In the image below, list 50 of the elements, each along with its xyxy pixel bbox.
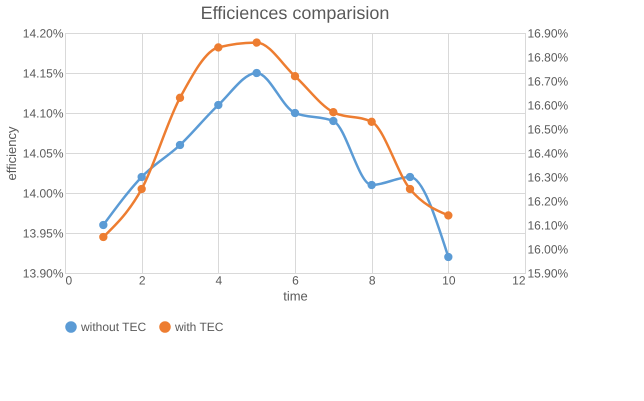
- point: [329, 116, 338, 126]
- legend-label: without TEC: [80, 320, 146, 334]
- x-tick-label: 8: [368, 274, 376, 288]
- y2-tick-label: 16.90%: [528, 26, 569, 40]
- point: [406, 172, 414, 182]
- x-tick-label: 2: [138, 274, 146, 288]
- y-tick-label: 13.90%: [22, 266, 64, 280]
- x-tick-label: 10: [442, 274, 456, 288]
- point: [290, 72, 300, 80]
- point: [367, 180, 376, 190]
- y-axis-title: efficiency: [4, 126, 19, 180]
- y2-tick-label: 16.30%: [528, 170, 569, 184]
- y2-tick-label: 16.50%: [528, 122, 569, 136]
- y2-tick-label: 15.90%: [528, 266, 569, 280]
- x-tick-label: 0: [66, 274, 72, 288]
- point: [290, 108, 300, 118]
- y-tick-label: 14.20%: [22, 26, 64, 40]
- point: [252, 68, 261, 78]
- point: [214, 100, 223, 110]
- chart-title: Efficiences comparision: [200, 3, 390, 23]
- y2-tick-label: 16.60%: [528, 98, 569, 112]
- point: [444, 252, 453, 262]
- y-tick-label: 13.95%: [22, 226, 64, 240]
- x-axis-title: time: [283, 288, 308, 304]
- point: [406, 184, 414, 194]
- point: [176, 94, 184, 102]
- y2-tick-label: 16.00%: [528, 242, 569, 256]
- y2-tick-label: 16.40%: [528, 146, 569, 160]
- point: [252, 38, 261, 47]
- y2-tick-label: 16.10%: [528, 218, 569, 232]
- x-tick-label: 6: [292, 274, 300, 288]
- point: [444, 211, 453, 220]
- y-tick-label: 14.05%: [22, 146, 64, 160]
- y-tick-label: 14.10%: [22, 106, 64, 120]
- x-tick-label: 4: [215, 274, 222, 288]
- point: [137, 184, 146, 194]
- legend-label: with TEC: [174, 320, 224, 334]
- point: [329, 108, 338, 116]
- point: [367, 118, 376, 126]
- y-tick-label: 14.15%: [22, 66, 64, 80]
- y2-tick-label: 16.80%: [528, 50, 569, 64]
- point: [99, 232, 108, 242]
- y-tick-label: 14.00%: [22, 186, 64, 200]
- point: [214, 43, 223, 52]
- point: [99, 220, 108, 230]
- point: [137, 172, 146, 182]
- y2-tick-label: 16.70%: [528, 74, 569, 88]
- point: [176, 140, 184, 150]
- x-tick-label: 12: [512, 274, 526, 288]
- y2-tick-label: 16.20%: [528, 194, 569, 208]
